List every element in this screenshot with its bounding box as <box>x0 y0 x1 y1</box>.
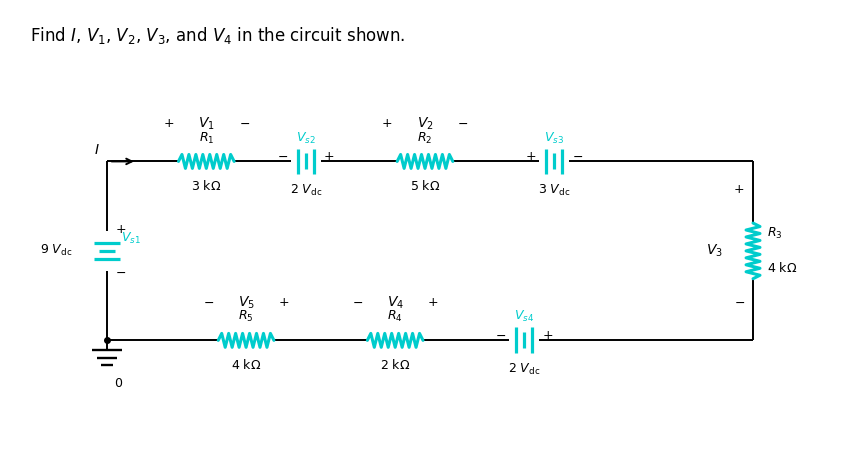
Text: $-$: $-$ <box>203 296 214 309</box>
Text: $V_3$: $V_3$ <box>706 243 723 259</box>
Text: +: + <box>542 329 553 342</box>
Text: 2 k$\Omega$: 2 k$\Omega$ <box>380 358 410 372</box>
Text: 5 k$\Omega$: 5 k$\Omega$ <box>410 179 440 193</box>
Text: $-$: $-$ <box>115 266 126 279</box>
Text: 3 k$\Omega$: 3 k$\Omega$ <box>191 179 221 193</box>
Text: +: + <box>278 296 289 309</box>
Text: $V_5$: $V_5$ <box>237 295 254 311</box>
Text: $R_3$: $R_3$ <box>767 226 783 241</box>
Text: $-$: $-$ <box>238 117 249 130</box>
Text: $I$: $I$ <box>94 144 100 158</box>
Text: $R_1$: $R_1$ <box>198 130 214 145</box>
Text: $-$: $-$ <box>495 329 506 342</box>
Text: $R_2$: $R_2$ <box>417 130 432 145</box>
Text: $V_{s2}$: $V_{s2}$ <box>296 130 315 145</box>
Text: Find $I$, $V_1$, $V_2$, $V_3$, and $V_4$ in the circuit shown.: Find $I$, $V_1$, $V_2$, $V_3$, and $V_4$… <box>31 25 405 46</box>
Text: +: + <box>734 183 745 196</box>
Text: $-$: $-$ <box>734 296 745 309</box>
Text: +: + <box>324 150 334 163</box>
Text: $R_4$: $R_4$ <box>388 309 403 324</box>
Text: $V_{s4}$: $V_{s4}$ <box>515 309 534 324</box>
Text: 3 $V_{\mathrm{dc}}$: 3 $V_{\mathrm{dc}}$ <box>538 183 571 199</box>
Text: $-$: $-$ <box>352 296 363 309</box>
Text: $-$: $-$ <box>572 150 583 163</box>
Text: $V_{s1}$: $V_{s1}$ <box>120 231 141 246</box>
Text: 2 $V_{\mathrm{dc}}$: 2 $V_{\mathrm{dc}}$ <box>508 362 540 377</box>
Text: $-$: $-$ <box>457 117 468 130</box>
Text: 9 $V_{\mathrm{dc}}$: 9 $V_{\mathrm{dc}}$ <box>40 243 72 259</box>
Text: $V_2$: $V_2$ <box>416 116 433 132</box>
Text: 2 $V_{\mathrm{dc}}$: 2 $V_{\mathrm{dc}}$ <box>289 183 322 199</box>
Text: 4 k$\Omega$: 4 k$\Omega$ <box>767 261 797 275</box>
Text: $V_{s3}$: $V_{s3}$ <box>544 130 564 145</box>
Text: +: + <box>163 117 174 130</box>
Text: +: + <box>427 296 438 309</box>
Text: $-$: $-$ <box>276 150 287 163</box>
Text: $V_1$: $V_1$ <box>198 116 215 132</box>
Text: $V_4$: $V_4$ <box>387 295 404 311</box>
Text: 0: 0 <box>114 377 122 390</box>
Text: $R_5$: $R_5$ <box>238 309 254 324</box>
Text: +: + <box>382 117 393 130</box>
Text: +: + <box>526 150 536 163</box>
Text: 4 k$\Omega$: 4 k$\Omega$ <box>231 358 261 372</box>
Text: +: + <box>115 223 126 235</box>
